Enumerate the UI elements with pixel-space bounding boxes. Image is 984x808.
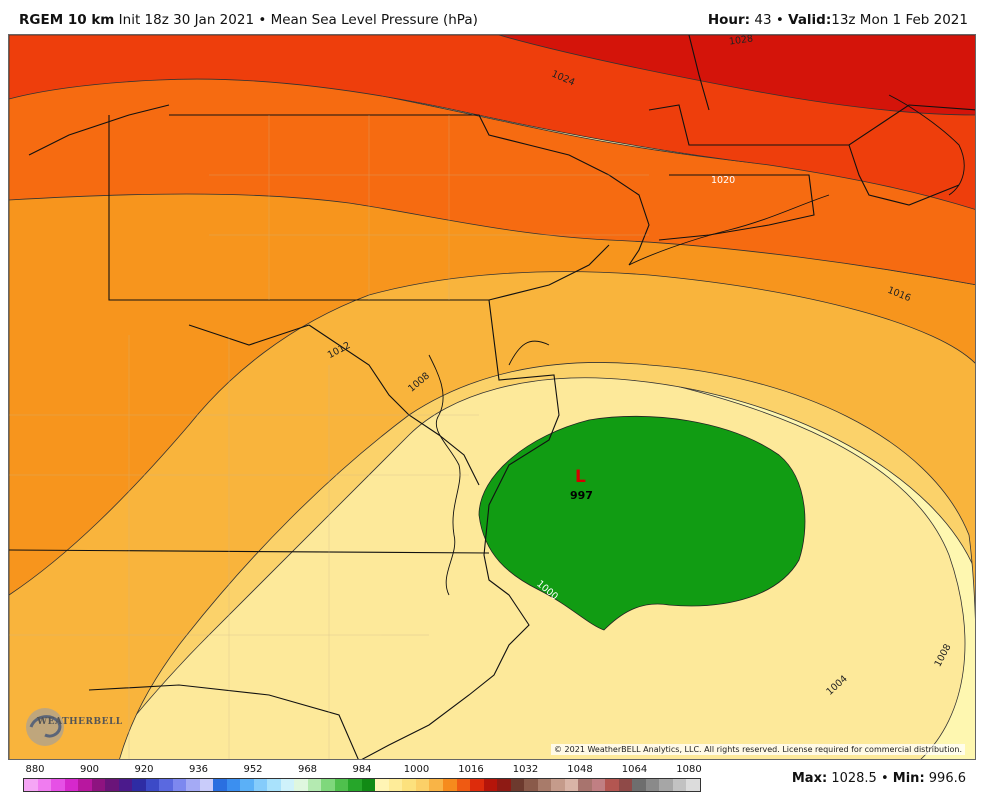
- colorbar-swatch: [564, 779, 579, 791]
- colorbar-swatch: [618, 779, 633, 791]
- colorbar-swatch: [524, 779, 538, 791]
- isobar-label: 1020: [711, 175, 736, 186]
- colorbar-swatch: [483, 779, 498, 791]
- logo-swirl-icon: [26, 708, 64, 746]
- valid-info: Hour: 43 • Valid:13z Mon 1 Feb 2021: [708, 12, 968, 28]
- colorbar-swatch: [78, 779, 92, 791]
- init-time: Init 18z 30 Jan 2021: [118, 12, 255, 28]
- colorbar-tick-label: 936: [188, 764, 209, 775]
- low-pressure-symbol: L: [575, 467, 586, 487]
- colorbar-tick-label: 968: [297, 764, 318, 775]
- colorbar-swatch: [456, 779, 471, 791]
- model-name: RGEM 10 km: [19, 12, 115, 28]
- colorbar-tick-label: 984: [352, 764, 372, 775]
- colorbar-swatch: [105, 779, 119, 791]
- colorbar-tick-label: 1016: [458, 764, 484, 775]
- colorbar-tick-label: 900: [79, 764, 100, 775]
- colorbar-tick-label: 1000: [403, 764, 430, 775]
- min-value: 996.6: [928, 771, 966, 786]
- separator: •: [775, 12, 784, 28]
- hour-label: Hour:: [707, 12, 751, 28]
- colorbar-swatch: [253, 779, 268, 791]
- colorbar-swatch: [226, 779, 241, 791]
- colorbar-tick-label: 1048: [567, 764, 593, 775]
- colorbar-swatch: [551, 779, 565, 791]
- copyright-notice: © 2021 WeatherBELL Analytics, LLC. All r…: [551, 744, 965, 755]
- max-label: Max: [791, 771, 822, 786]
- valid-label: Valid:: [788, 12, 832, 28]
- colorbar-swatch: [388, 779, 403, 791]
- colorbar-swatch: [429, 779, 443, 791]
- pressure-band-1028-plus: [498, 35, 975, 116]
- colorbar-swatch: [578, 779, 592, 791]
- valid-value: 13z Mon 1 Feb 2021: [831, 12, 968, 28]
- colorbar-swatch: [280, 779, 295, 791]
- colorbar-swatch: [118, 779, 133, 791]
- colorbar-swatch: [64, 779, 79, 791]
- weatherbell-logo: WEATHERBELL: [23, 705, 122, 749]
- colorbar-swatch: [470, 779, 484, 791]
- logo-text: WEATHERBELL: [37, 717, 123, 727]
- low-pressure-value: 997: [570, 489, 593, 502]
- colorbar: [23, 778, 701, 792]
- colorbar-swatch: [686, 779, 700, 791]
- county-lines: [9, 115, 649, 759]
- colorbar-swatch: [497, 779, 511, 791]
- colorbar-swatch: [172, 779, 187, 791]
- colorbar-swatch: [591, 779, 606, 791]
- colorbar-tick-label: 1064: [621, 764, 648, 775]
- colorbar-swatch: [605, 779, 619, 791]
- coastline: [428, 94, 965, 596]
- field-name: Mean Sea Level Pressure (hPa): [270, 12, 478, 28]
- colorbar-swatch: [240, 779, 254, 791]
- colorbar-swatch: [375, 779, 389, 791]
- colorbar-swatch: [645, 779, 660, 791]
- colorbar-tick-label: 880: [25, 764, 45, 775]
- colorbar-swatch: [442, 779, 457, 791]
- state-borders: [9, 35, 975, 759]
- pressure-colorbar: 880 900 920 936 952 968 984 1000 1016 1032 1048 106…: [23, 764, 702, 794]
- map-title: RGEM 10 km Init 18z 30 Jan 2021 • Mean S…: [19, 12, 478, 28]
- colorbar-swatch: [307, 779, 322, 791]
- colorbar-tick-label: 952: [243, 764, 263, 775]
- colorbar-swatch: [672, 779, 687, 791]
- colorbar-swatch: [186, 779, 200, 791]
- colorbar-ticks: 880 900 920 936 952 968 984 1000 1016 1032 1048 106…: [23, 764, 701, 776]
- colorbar-swatch: [294, 779, 308, 791]
- max-min-readout: Max: 1028.5 • Min: 996.6: [791, 771, 966, 786]
- colorbar-swatch: [199, 779, 214, 791]
- colorbar-tick-label: 1032: [512, 764, 539, 775]
- pressure-map[interactable]: 1028 1024 1020 1016 1012 1008 1008 1004 …: [8, 34, 976, 760]
- colorbar-swatch: [37, 779, 52, 791]
- min-label: Min: [892, 771, 920, 786]
- colorbar-swatch: [537, 779, 552, 791]
- colorbar-swatch: [415, 779, 430, 791]
- separator: •: [258, 12, 267, 28]
- max-value: 1028.5: [831, 771, 877, 786]
- colorbar-tick-label: 920: [134, 764, 154, 775]
- colorbar-swatch: [334, 779, 349, 791]
- pressure-map-canvas: [9, 35, 975, 759]
- hour-value: 43: [754, 12, 772, 28]
- colorbar-swatch: [402, 779, 416, 791]
- colorbar-swatch: [159, 779, 173, 791]
- colorbar-swatch: [510, 779, 525, 791]
- colorbar-swatch: [659, 779, 673, 791]
- colorbar-swatch: [145, 779, 160, 791]
- colorbar-tick-label: 1080: [676, 764, 702, 775]
- colorbar-swatch: [267, 779, 281, 791]
- map-header: RGEM 10 km Init 18z 30 Jan 2021 • Mean S…: [0, 0, 984, 34]
- colorbar-swatch: [632, 779, 646, 791]
- colorbar-swatch: [91, 779, 106, 791]
- colorbar-swatch: [348, 779, 362, 791]
- colorbar-swatch: [361, 779, 376, 791]
- colorbar-swatch: [213, 779, 227, 791]
- low-pressure-core: [478, 415, 806, 631]
- colorbar-swatch: [51, 779, 65, 791]
- colorbar-swatch: [132, 779, 146, 791]
- colorbar-swatch: [321, 779, 335, 791]
- colorbar-swatch: [24, 779, 38, 791]
